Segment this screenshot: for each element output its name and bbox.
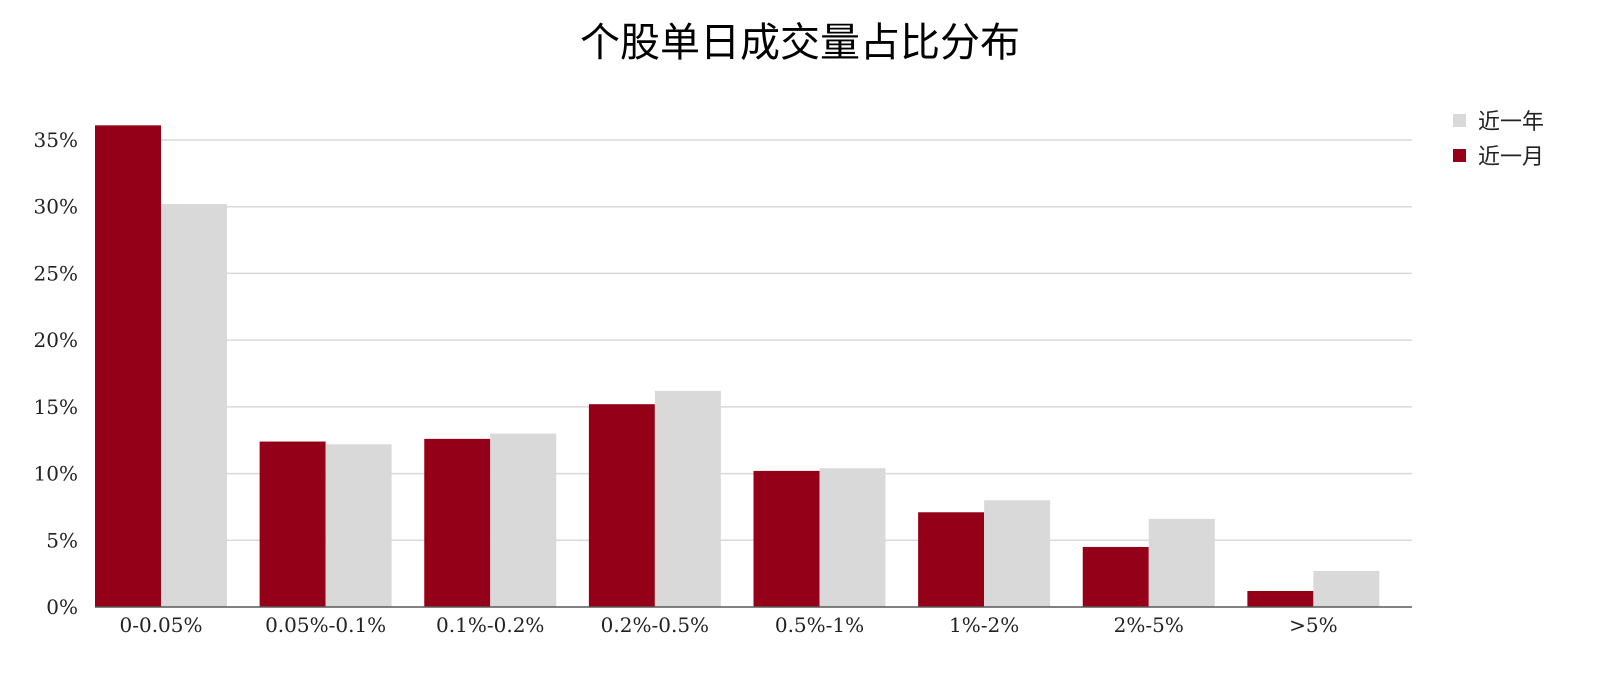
bar-近一月: [259, 441, 326, 607]
y-tick-label: 35%: [34, 128, 78, 152]
bar-近一年: [325, 444, 392, 607]
y-tick-label: 20%: [34, 328, 78, 352]
bar-近一月: [424, 438, 491, 607]
y-tick-label: 5%: [46, 528, 78, 552]
bar-近一年: [654, 390, 721, 607]
bar-近一年: [490, 433, 557, 607]
x-tick-label: 0.1%-0.2%: [436, 613, 544, 637]
bar-近一月: [95, 125, 161, 607]
bar-近一月: [588, 404, 655, 607]
y-tick-label: 15%: [34, 395, 78, 419]
chart-title: 个股单日成交量占比分布: [580, 20, 1020, 66]
bar-近一月: [753, 470, 820, 607]
x-axis-ticks: 0-0.05% 0.05%-0.1% 0.1%-0.2% 0.2%-0.5% 0.5%-…: [119, 613, 1337, 637]
y-tick-label: 0%: [46, 595, 78, 619]
x-tick-label: 0.5%-1%: [775, 613, 864, 637]
bar-近一年: [984, 500, 1051, 607]
legend-label: 近一月: [1478, 145, 1544, 170]
y-tick-label: 25%: [34, 261, 78, 285]
legend-swatch: [1453, 114, 1466, 127]
x-tick-label: >5%: [1289, 613, 1338, 637]
bar-近一年: [161, 204, 227, 607]
x-tick-label: 0-0.05%: [119, 613, 202, 637]
bar-近一年: [819, 468, 886, 607]
legend-label: 近一年: [1478, 110, 1544, 135]
bar-近一月: [1247, 590, 1314, 607]
x-tick-label: 2%-5%: [1114, 613, 1184, 637]
bar-近一月: [918, 512, 985, 607]
bars: [95, 125, 1380, 607]
legend-swatch: [1453, 149, 1466, 162]
x-tick-label: 1%-2%: [949, 613, 1019, 637]
x-tick-label: 0.2%-0.5%: [601, 613, 709, 637]
bar-近一月: [1082, 546, 1149, 607]
y-axis-ticks: 0% 5% 10% 15% 20% 25% 30% 35%: [34, 128, 78, 619]
x-tick-label: 0.05%-0.1%: [265, 613, 386, 637]
bar-近一年: [1148, 518, 1215, 607]
bar-近一年: [1313, 570, 1380, 607]
y-tick-label: 30%: [34, 195, 78, 219]
y-tick-label: 10%: [34, 462, 78, 486]
